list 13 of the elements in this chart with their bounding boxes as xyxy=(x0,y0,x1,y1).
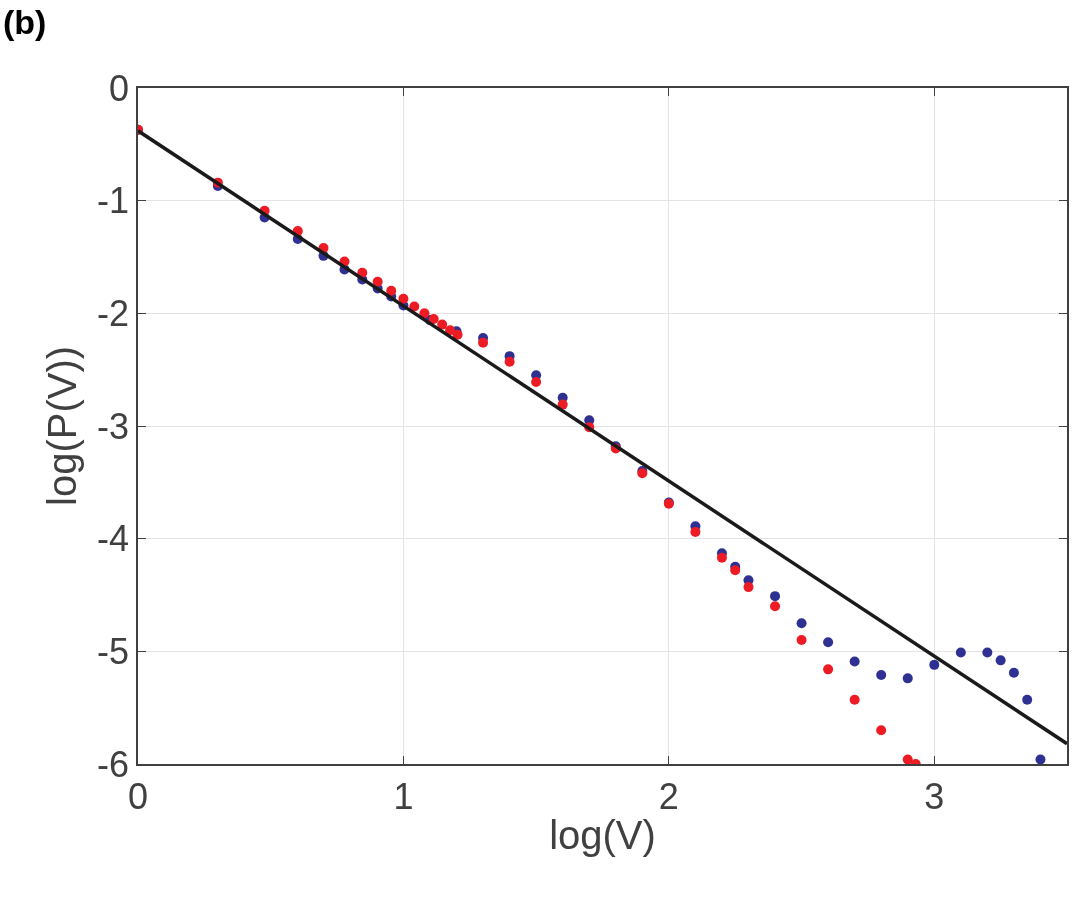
y-tick-label: -3 xyxy=(97,405,130,447)
y-tick-label: -1 xyxy=(97,180,130,222)
x-tick-label: 1 xyxy=(393,775,414,817)
y-tick-label: -2 xyxy=(97,292,130,334)
y-axis-title: log(P(V)) xyxy=(40,345,85,507)
x-axis-title: log(V) xyxy=(549,812,656,857)
x-tick-label: 2 xyxy=(658,775,679,817)
y-tick-label: 0 xyxy=(109,67,130,109)
text: (b) xyxy=(3,3,47,41)
y-tick-label: -5 xyxy=(97,630,130,672)
y-tick-label: -6 xyxy=(97,743,130,785)
y-tick-label: -4 xyxy=(97,518,130,560)
x-tick-label: 3 xyxy=(924,775,945,817)
